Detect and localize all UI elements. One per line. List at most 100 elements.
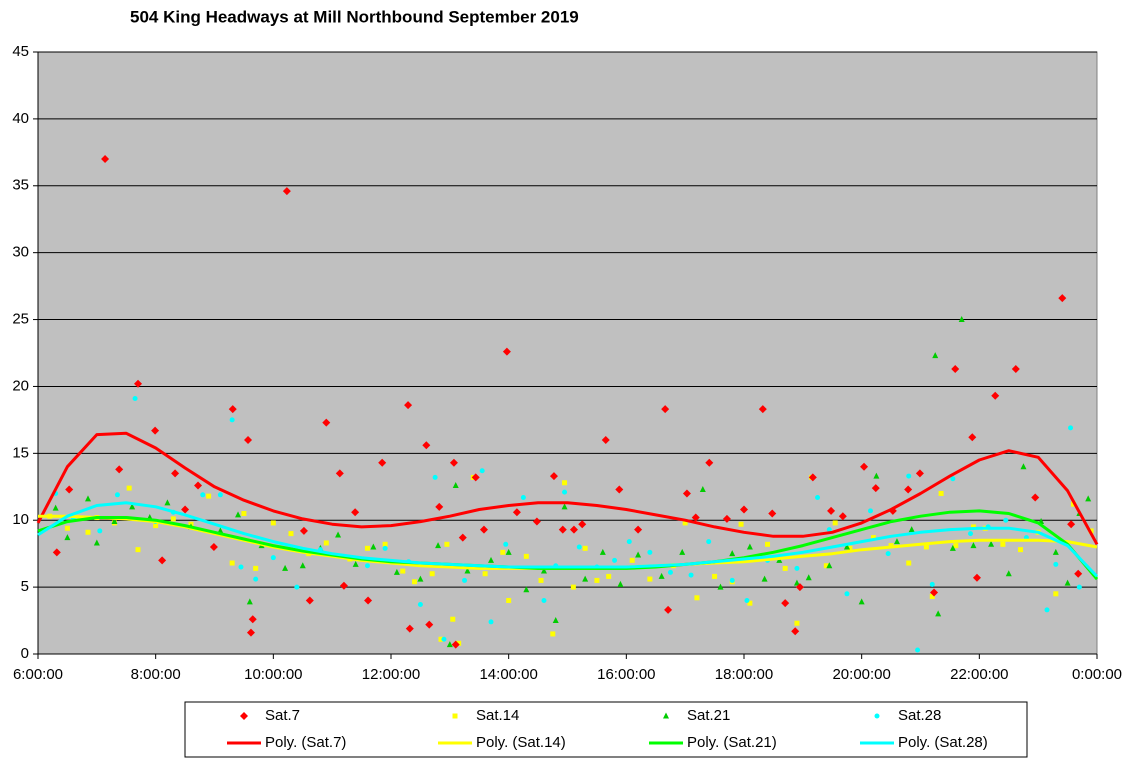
y-tick-label: 30 <box>12 244 29 261</box>
point <box>64 534 71 541</box>
point <box>523 586 530 593</box>
point <box>541 597 547 603</box>
point <box>793 579 800 586</box>
point <box>450 616 456 622</box>
trend-line <box>37 501 1099 578</box>
point <box>694 595 700 601</box>
point <box>540 567 547 574</box>
point <box>844 591 850 597</box>
point <box>52 548 61 557</box>
point <box>562 489 568 495</box>
point <box>794 565 800 571</box>
point <box>664 605 673 614</box>
point <box>635 551 642 558</box>
point <box>101 155 110 164</box>
point <box>520 494 526 500</box>
chart-title: 504 King Headways at Mill Northbound Sep… <box>130 7 579 26</box>
y-tick-label: 25 <box>12 311 29 328</box>
point <box>134 379 143 388</box>
point <box>158 556 167 565</box>
point <box>444 541 450 547</box>
point <box>404 401 413 410</box>
point <box>667 569 673 575</box>
point <box>400 568 406 574</box>
point <box>629 557 635 563</box>
point <box>958 316 965 323</box>
point <box>923 544 929 550</box>
point <box>503 541 509 547</box>
x-tick-label: 10:00:00 <box>244 666 302 683</box>
point <box>451 640 460 649</box>
point <box>781 599 790 608</box>
point <box>915 647 921 653</box>
x-tick-label: 18:00:00 <box>715 666 773 683</box>
point <box>970 542 977 549</box>
y-tick-label: 10 <box>12 511 29 528</box>
point <box>228 405 237 414</box>
point <box>826 562 833 569</box>
point <box>352 560 359 567</box>
point <box>738 521 744 527</box>
legend-label: Sat.28 <box>898 707 941 724</box>
point <box>151 426 160 435</box>
legend-label: Poly. (Sat.14) <box>476 734 566 751</box>
plot-area <box>37 51 1098 655</box>
point <box>488 619 494 625</box>
point <box>1003 517 1009 523</box>
point <box>181 505 190 514</box>
point <box>200 492 206 498</box>
point <box>135 547 141 553</box>
point <box>1018 547 1024 553</box>
x-tick-label: 8:00:00 <box>131 666 181 683</box>
point <box>1000 541 1006 547</box>
point <box>935 610 942 617</box>
point <box>1005 570 1012 577</box>
point <box>282 187 291 196</box>
legend-label: Sat.7 <box>265 707 300 724</box>
point <box>722 514 731 523</box>
point <box>438 636 444 642</box>
point <box>171 469 180 478</box>
point <box>246 628 255 637</box>
point <box>164 499 171 506</box>
point <box>229 560 235 566</box>
point <box>705 458 714 467</box>
point <box>549 472 558 481</box>
point <box>364 596 373 605</box>
point <box>761 575 768 582</box>
point <box>479 468 485 474</box>
point <box>253 565 259 571</box>
point <box>449 458 458 467</box>
x-tick-label: 20:00:00 <box>832 666 890 683</box>
point <box>393 568 400 575</box>
point <box>706 539 712 545</box>
point <box>488 556 495 563</box>
point <box>85 529 91 535</box>
point <box>417 575 424 582</box>
point <box>1020 463 1027 470</box>
point <box>615 485 624 494</box>
point <box>949 544 956 551</box>
point <box>1067 520 1076 529</box>
point <box>335 469 344 478</box>
point <box>351 508 360 517</box>
point <box>1053 561 1059 567</box>
point <box>988 540 995 547</box>
point <box>768 509 777 518</box>
point <box>647 576 653 582</box>
point <box>599 548 606 555</box>
point <box>606 573 612 579</box>
point <box>235 511 242 518</box>
point <box>429 571 435 577</box>
point <box>270 555 276 561</box>
point <box>838 512 847 521</box>
point <box>364 545 370 551</box>
point <box>1052 548 1059 555</box>
point <box>217 492 223 498</box>
point <box>717 583 724 590</box>
point <box>209 542 218 551</box>
point <box>932 352 939 359</box>
point <box>244 435 253 444</box>
point <box>570 584 576 590</box>
